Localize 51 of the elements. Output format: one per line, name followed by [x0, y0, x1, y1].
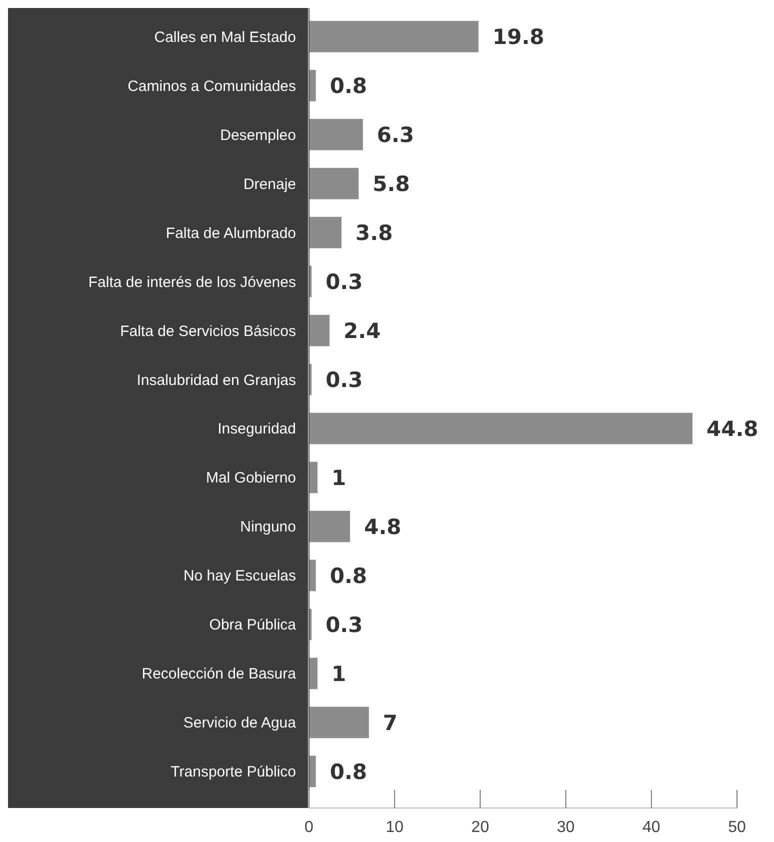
data-label: 7	[382, 710, 398, 735]
bar	[309, 70, 316, 102]
x-tick-label: 50	[728, 819, 746, 836]
bar	[309, 216, 342, 248]
y-tick-label: Obra Pública	[209, 616, 297, 634]
y-tick-label: Desempleo	[220, 126, 296, 144]
y-tick-label: No hay Escuelas	[183, 568, 296, 585]
data-label: 0.3	[326, 270, 363, 294]
bar	[309, 510, 350, 542]
y-tick-label: Recolección de Basura	[142, 666, 297, 683]
data-label: 3.8	[356, 220, 393, 245]
data-label: 44.8	[706, 416, 758, 441]
data-label: 6.3	[376, 122, 414, 147]
y-tick-label: Calles en Mal Estado	[154, 28, 296, 46]
data-label: 0.8	[330, 74, 368, 98]
data-label: 2.4	[344, 318, 381, 343]
data-label: 0.3	[326, 612, 363, 637]
data-label: 19.8	[492, 24, 544, 49]
bar	[309, 118, 363, 150]
data-label: 5.8	[372, 172, 410, 196]
bar	[309, 560, 316, 592]
bar	[309, 756, 316, 788]
x-tick-label: 20	[471, 819, 490, 836]
bar	[309, 314, 330, 346]
y-tick-label: Ninguno	[240, 518, 296, 536]
data-label: 0.3	[326, 368, 363, 392]
y-tick-label: Mal Gobierno	[206, 470, 296, 487]
bar	[309, 706, 369, 738]
x-tick-label: 30	[556, 819, 575, 836]
y-tick-label: Falta de Servicios Básicos	[120, 322, 296, 340]
bar	[309, 168, 359, 200]
y-tick-label: Drenaje	[243, 176, 296, 193]
y-tick-label: Falta de Alumbrado	[166, 224, 296, 242]
data-label: 1	[332, 466, 346, 490]
data-label: 0.8	[330, 564, 368, 588]
x-tick-label: 10	[386, 819, 404, 836]
y-tick-label: Falta de interés de los Jóvenes	[88, 274, 296, 291]
bar	[309, 412, 692, 444]
x-tick-label: 0	[304, 819, 314, 836]
bar	[309, 20, 478, 52]
x-tick-label: 40	[642, 819, 660, 836]
bar	[309, 462, 318, 494]
data-label: 1	[332, 662, 346, 686]
y-tick-label: Inseguridad	[218, 420, 296, 438]
data-label: 0.8	[330, 760, 368, 784]
bar	[309, 658, 318, 690]
y-tick-label: Caminos a Comunidades	[128, 78, 296, 95]
data-label: 4.8	[364, 514, 402, 539]
y-tick-label: Servicio de Agua	[183, 714, 297, 732]
y-tick-label: Insalubridad en Granjas	[136, 372, 296, 389]
y-tick-label: Transporte Público	[170, 764, 296, 781]
